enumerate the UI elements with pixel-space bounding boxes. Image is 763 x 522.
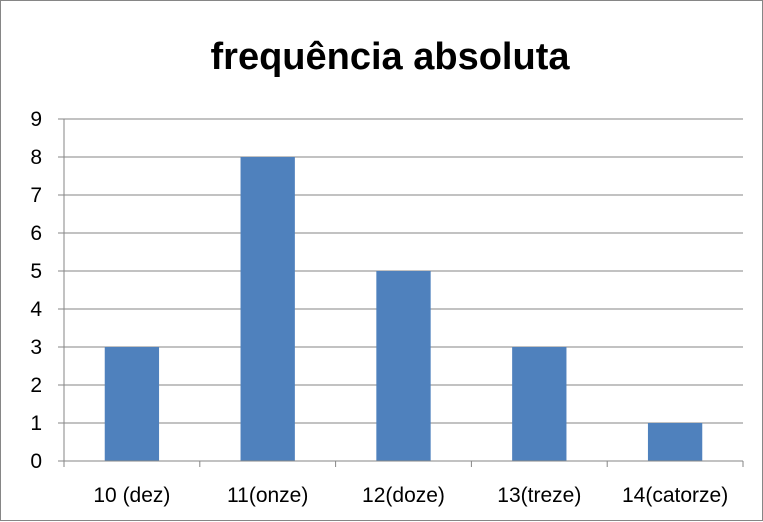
bar [104,347,160,461]
x-tick-label: 14(catorze) [622,484,728,507]
chart-title: frequência absoluta [211,36,571,78]
y-tick-label: 5 [30,260,42,283]
x-tick-labels: 10 (dez) 11(onze) 12(doze) 13(treze) 14(cato… [93,484,728,507]
bar [240,157,295,461]
bar [376,271,431,461]
x-tick-label: 13(treze) [497,484,581,507]
y-tick-label: 8 [30,146,42,169]
y-tick-label: 9 [30,108,42,131]
bar [647,423,703,461]
bar [512,347,567,461]
y-tick-label: 0 [30,450,42,473]
y-tick-label: 1 [30,412,42,435]
y-tick-label: 2 [30,374,42,397]
axes [58,118,744,467]
bars [104,157,703,461]
x-tick-label: 12(doze) [362,484,445,507]
y-tick-label: 3 [30,336,42,359]
x-tick-label: 10 (dez) [93,484,170,507]
x-tick-label: 11(onze) [227,484,308,507]
y-tick-label: 4 [30,298,42,321]
y-tick-label: 7 [30,184,42,207]
y-tick-labels: 0 1 2 3 4 5 6 7 8 9 [30,108,42,473]
y-tick-label: 6 [30,222,42,245]
